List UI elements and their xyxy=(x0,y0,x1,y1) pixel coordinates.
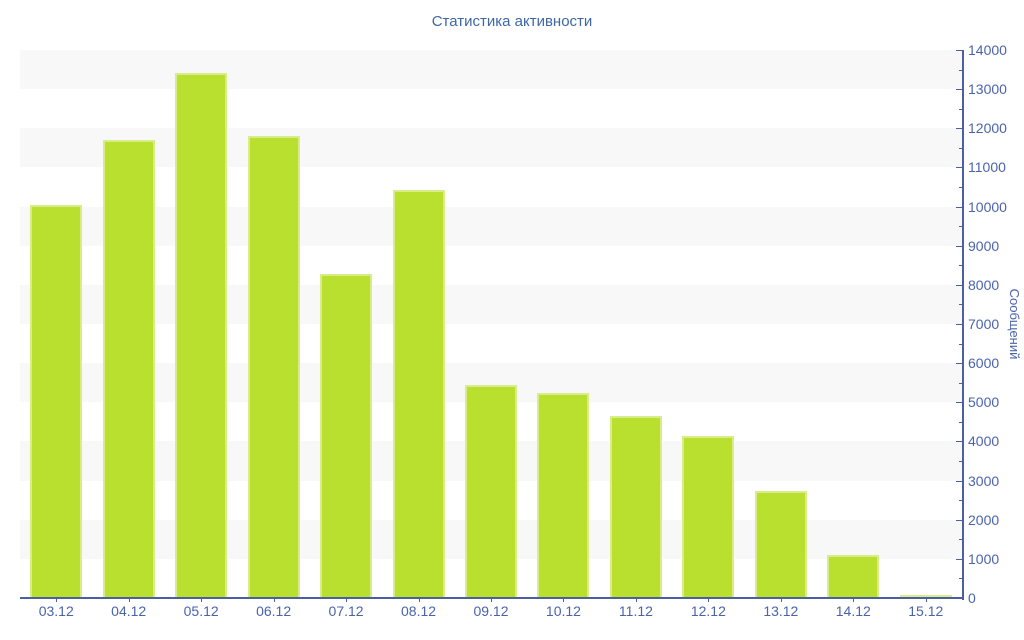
x-axis-label: 04.12 xyxy=(111,603,147,619)
x-tick xyxy=(491,599,492,602)
y-tick xyxy=(956,519,962,521)
y-tick-label: 9000 xyxy=(968,237,1000,254)
x-axis-label: 08.12 xyxy=(401,603,437,619)
x-axis-label: 13.12 xyxy=(763,603,799,619)
y-tick xyxy=(956,245,962,247)
x-axis-label: 12.12 xyxy=(690,603,726,619)
y-axis-title: Сообщений xyxy=(1007,288,1022,360)
x-axis-label: 03.12 xyxy=(38,603,74,619)
bar xyxy=(537,392,590,598)
bar xyxy=(465,385,517,598)
grid-band xyxy=(20,324,962,364)
grid-band xyxy=(20,89,962,129)
y-tick-label: 1000 xyxy=(968,550,1000,567)
y-minor-tick xyxy=(959,108,962,110)
x-axis-label: 09.12 xyxy=(473,603,509,619)
x-tick xyxy=(780,599,782,602)
x-axis-label: 10.12 xyxy=(545,603,581,619)
y-minor-tick xyxy=(959,461,962,462)
y-tick-label: 13000 xyxy=(968,81,1007,98)
y-tick xyxy=(956,558,962,560)
y-axis-line xyxy=(962,50,964,600)
y-tick xyxy=(956,128,962,130)
y-tick-label: 5000 xyxy=(968,394,1000,411)
bar xyxy=(320,273,373,598)
bar xyxy=(392,189,445,598)
x-tick xyxy=(201,599,203,602)
x-axis-label: 05.12 xyxy=(183,603,219,619)
y-tick xyxy=(956,480,962,482)
y-tick-label: 2000 xyxy=(968,511,1000,528)
x-tick xyxy=(925,599,927,602)
x-tick xyxy=(346,599,348,602)
x-axis-label: 15.12 xyxy=(908,603,944,619)
y-tick xyxy=(956,598,962,599)
y-minor-tick xyxy=(959,226,962,228)
x-tick xyxy=(128,599,130,602)
y-tick-label: 14000 xyxy=(968,42,1007,58)
bar xyxy=(30,204,83,598)
y-minor-tick xyxy=(959,343,962,345)
grid-band xyxy=(20,128,962,168)
bar xyxy=(899,594,952,598)
y-tick-label: 8000 xyxy=(968,276,1000,293)
x-tick xyxy=(56,599,58,602)
y-minor-tick xyxy=(959,382,962,384)
x-tick xyxy=(853,599,855,602)
bar xyxy=(827,554,880,598)
y-tick-label: 4000 xyxy=(968,433,1000,450)
y-minor-tick xyxy=(959,187,962,188)
y-tick xyxy=(956,441,962,443)
x-tick xyxy=(635,599,637,602)
y-tick-label: 7000 xyxy=(968,316,1000,332)
x-axis-label: 07.12 xyxy=(328,603,364,619)
x-axis-label: 11.12 xyxy=(618,603,653,619)
bar xyxy=(102,140,155,598)
x-tick xyxy=(418,599,420,602)
y-minor-tick xyxy=(959,539,962,541)
y-tick xyxy=(956,324,962,325)
x-axis-label: 14.12 xyxy=(835,603,871,619)
y-minor-tick xyxy=(959,69,962,71)
y-minor-tick xyxy=(959,578,962,580)
y-tick-label: 10000 xyxy=(968,198,1007,215)
grid-band xyxy=(20,206,962,246)
x-tick xyxy=(708,599,710,602)
y-minor-tick xyxy=(959,500,962,502)
y-tick-label: 12000 xyxy=(968,120,1007,137)
grid-band xyxy=(20,167,962,207)
y-tick xyxy=(956,363,962,365)
x-axis-line xyxy=(20,597,964,599)
x-axis-label: 06.12 xyxy=(256,603,292,619)
y-tick xyxy=(956,402,962,404)
y-tick xyxy=(956,167,962,169)
bar xyxy=(609,415,662,598)
x-tick xyxy=(273,599,275,602)
bar xyxy=(175,73,228,598)
grid-band xyxy=(20,50,962,90)
chart-title: Статистика активности xyxy=(431,13,593,30)
x-tick xyxy=(563,599,565,602)
y-tick xyxy=(956,284,962,286)
y-tick-label: 6000 xyxy=(968,355,1000,372)
y-tick-label: 11000 xyxy=(968,159,1006,176)
bar xyxy=(754,490,807,598)
y-tick-label: 0 xyxy=(968,590,976,606)
bar xyxy=(247,136,300,598)
grid-band xyxy=(20,245,962,285)
y-tick-label: 3000 xyxy=(968,472,1000,489)
y-minor-tick xyxy=(959,421,962,423)
bar xyxy=(682,435,735,598)
y-minor-tick xyxy=(959,147,962,149)
y-tick xyxy=(956,206,962,208)
y-tick xyxy=(956,89,962,91)
y-minor-tick xyxy=(959,265,962,267)
grid-band xyxy=(20,284,962,324)
y-minor-tick xyxy=(959,304,962,306)
y-tick xyxy=(956,50,962,51)
